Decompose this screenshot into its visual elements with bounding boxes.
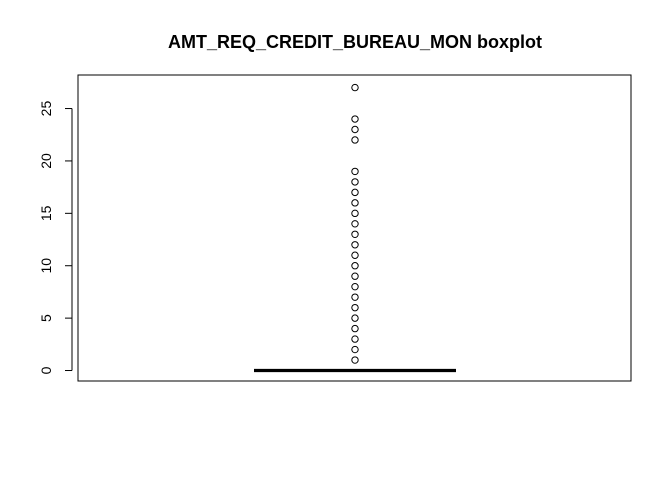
outlier-point <box>351 241 359 249</box>
outlier-point <box>351 282 359 291</box>
outlier-point <box>351 115 359 123</box>
outlier-point <box>351 345 359 354</box>
outlier-point <box>351 125 359 134</box>
outlier-point <box>351 209 359 218</box>
outlier-point <box>351 251 359 259</box>
y-axis: 0 5 10 15 20 25 <box>38 101 73 374</box>
outlier-point <box>351 178 359 186</box>
outlier-point <box>351 293 359 301</box>
outlier-point <box>351 188 359 197</box>
outlier-point <box>351 199 359 207</box>
plot-frame <box>77 74 632 382</box>
y-tick-label: 20 <box>38 153 54 169</box>
outlier-point <box>351 356 359 364</box>
outlier-point <box>351 335 359 343</box>
y-tick-label: 0 <box>38 366 54 374</box>
y-tick-label: 10 <box>38 258 54 274</box>
outlier-point <box>351 136 359 144</box>
y-tick-label: 5 <box>38 314 54 322</box>
outlier-point <box>351 230 359 238</box>
y-tick-label: 15 <box>38 205 54 221</box>
outlier-point <box>351 167 359 176</box>
outlier-point <box>351 272 359 280</box>
outlier-point <box>351 324 359 333</box>
y-tick-label: 25 <box>38 101 54 117</box>
outlier-point <box>351 314 359 322</box>
outlier-point <box>351 262 359 270</box>
chart-title: AMT_REQ_CREDIT_BUREAU_MON boxplot <box>168 32 542 52</box>
outlier-point <box>351 303 359 312</box>
outlier-point <box>351 220 359 228</box>
outlier-group <box>351 83 359 364</box>
outlier-point <box>351 83 359 92</box>
